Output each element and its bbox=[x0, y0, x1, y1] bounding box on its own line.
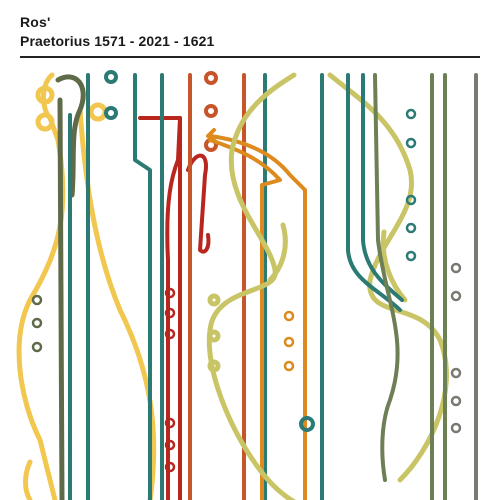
teal-lines-left bbox=[68, 70, 152, 500]
title-divider bbox=[20, 56, 480, 58]
olive-scroll bbox=[55, 74, 86, 500]
orange-finger-holes bbox=[283, 310, 295, 372]
red-crumhorn bbox=[138, 116, 211, 500]
red-finger-holes bbox=[164, 287, 176, 473]
orange-crook bbox=[206, 128, 307, 500]
teal-right-peg-dots bbox=[405, 108, 417, 262]
gray-right-peg-dots bbox=[450, 262, 462, 434]
album-title: Praetorius 1571 - 2021 - 1621 bbox=[20, 33, 215, 49]
sage-viol bbox=[373, 73, 447, 500]
artist-name: Ros' bbox=[20, 14, 51, 30]
left-peg-dots bbox=[31, 294, 43, 353]
